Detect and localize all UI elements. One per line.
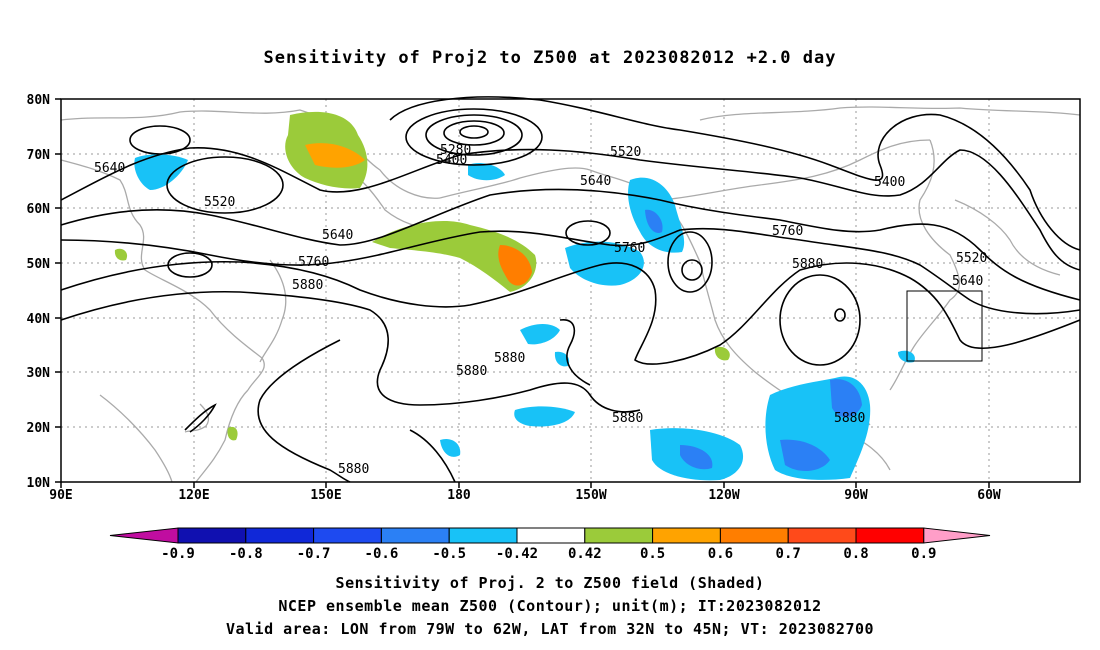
- longitude-labels: 90E 120E 150E 180 150W 120W 90W 60W: [49, 488, 1001, 503]
- colorbar-segment: [855, 527, 925, 544]
- contour-label: 5880: [456, 364, 487, 379]
- lat-label: 30N: [27, 366, 51, 381]
- lon-label: 150W: [575, 488, 606, 503]
- colorbar-label: -0.5: [432, 546, 466, 562]
- contour-label: 5640: [952, 274, 983, 289]
- lat-label: 50N: [27, 257, 51, 272]
- colorbar-label: 0.7: [776, 546, 801, 562]
- colorbar-segment: [313, 527, 382, 544]
- lat-label: 80N: [27, 93, 51, 108]
- colorbar-segment: [787, 527, 857, 544]
- colorbar-label: 0.6: [708, 546, 733, 562]
- contour-label: 5640: [580, 174, 611, 189]
- colorbar-segment: [516, 527, 586, 544]
- contour-label: 5880: [834, 411, 865, 426]
- contour-label: 5280: [440, 143, 471, 158]
- lat-label: 10N: [27, 476, 51, 491]
- colorbar-label: -0.7: [297, 546, 331, 562]
- colorbar-right-arrow: [923, 527, 991, 544]
- lon-label: 120W: [708, 488, 739, 503]
- lat-label: 60N: [27, 202, 51, 217]
- colorbar-label: 0.42: [568, 546, 602, 562]
- valid-area-box: [906, 290, 983, 362]
- contour-label: 5880: [612, 411, 643, 426]
- lat-label: 70N: [27, 148, 51, 163]
- latitude-labels: 80N 70N 60N 50N 40N 30N 20N 10N: [27, 93, 51, 491]
- contour-label: 5640: [322, 228, 353, 243]
- lon-label: 90E: [49, 488, 72, 503]
- colorbar-segment: [652, 527, 721, 544]
- lon-label: 90W: [844, 488, 868, 503]
- contour-label: 5760: [298, 255, 329, 270]
- colorbar-label: 0.8: [843, 546, 868, 562]
- colorbar-label: 0.9: [911, 546, 936, 562]
- colorbar-label: -0.8: [229, 546, 263, 562]
- lat-label: 20N: [27, 421, 51, 436]
- axis-ticks: [55, 98, 990, 488]
- map-frame: [60, 98, 1081, 483]
- colorbar-label: 0.5: [640, 546, 665, 562]
- chart-title: Sensitivity of Proj2 to Z500 at 20230820…: [263, 48, 837, 68]
- z500-contours: [60, 96, 1081, 483]
- colorbar-segment: [584, 527, 654, 544]
- colorbar-segment: [448, 527, 518, 544]
- colorbar-label: -0.42: [496, 546, 538, 562]
- contour-label: 5400: [436, 153, 467, 168]
- contour-label: 5520: [610, 145, 641, 160]
- contour-labels: 5280 5400 5520 5640 5640 5520 5640 5760 …: [94, 143, 987, 477]
- contour-label: 5880: [338, 462, 369, 477]
- contour-label: 5520: [956, 251, 987, 266]
- contour-label: 5400: [874, 175, 905, 190]
- colorbar-label: -0.9: [161, 546, 195, 562]
- colorbar-segment: [380, 527, 450, 544]
- colorbar-label: -0.6: [365, 546, 399, 562]
- lon-label: 150E: [310, 488, 341, 503]
- contour-label: 5880: [292, 278, 323, 293]
- contour-label: 5520: [204, 195, 235, 210]
- colorbar: [109, 527, 991, 544]
- colorbar-segment: [177, 527, 247, 544]
- contour-label: 5880: [494, 351, 525, 366]
- contour-label: 5760: [772, 224, 803, 239]
- caption-line-2: NCEP ensemble mean Z500 (Contour); unit(…: [278, 597, 822, 615]
- lon-label: 180: [447, 488, 471, 503]
- contour-label: 5640: [94, 161, 125, 176]
- contour-label: 5760: [614, 241, 645, 256]
- lat-label: 40N: [27, 312, 51, 327]
- colorbar-left-arrow: [109, 527, 179, 544]
- caption-line-1: Sensitivity of Proj. 2 to Z500 field (Sh…: [335, 574, 765, 592]
- colorbar-segment: [245, 527, 315, 544]
- contour-label: 5880: [792, 257, 823, 272]
- lon-label: 120E: [178, 488, 209, 503]
- colorbar-segment: [719, 527, 789, 544]
- caption-line-3: Valid area: LON from 79W to 62W, LAT fro…: [225, 620, 875, 638]
- colorbar-labels: -0.9 -0.8 -0.7 -0.6 -0.5 -0.42 0.42 0.5 0.6 0.7 0.…: [161, 546, 936, 562]
- lon-label: 60W: [977, 488, 1001, 503]
